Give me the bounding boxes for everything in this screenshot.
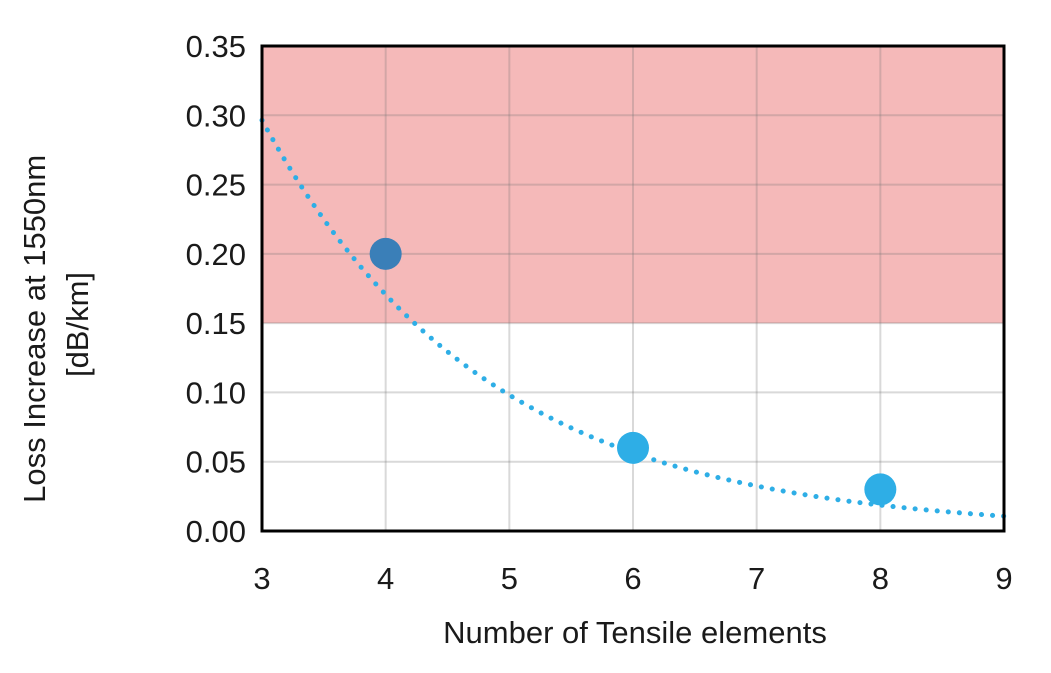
threshold-shaded-region — [262, 46, 1004, 324]
y-axis-title-line-2: [dB/km] — [60, 272, 95, 377]
data-point-1 — [369, 237, 402, 270]
y-tick-label: 0.00 — [186, 514, 246, 549]
x-tick-label: 5 — [501, 561, 518, 596]
x-tick-label: 4 — [377, 561, 394, 596]
data-point-3 — [864, 473, 897, 506]
y-axis-title-line-1: Loss Increase at 1550nm — [17, 155, 52, 503]
y-tick-label: 0.30 — [186, 98, 246, 133]
y-tick-label: 0.25 — [186, 168, 246, 203]
y-tick-label: 0.15 — [186, 306, 246, 341]
y-tick-label: 0.10 — [186, 375, 246, 410]
x-tick-label: 3 — [253, 561, 270, 596]
x-tick-label: 6 — [624, 561, 641, 596]
x-tick-label: 8 — [872, 561, 889, 596]
x-axis-title: Number of Tensile elements — [443, 615, 827, 650]
x-tick-label: 7 — [748, 561, 765, 596]
y-axis-title: Loss Increase at 1550nm [dB/km] — [17, 146, 95, 503]
y-tick-label: 0.05 — [186, 445, 246, 480]
y-tick-label: 0.35 — [186, 29, 246, 64]
plot-frame — [260, 44, 1006, 533]
data-point-2 — [617, 431, 649, 464]
y-tick-label: 0.20 — [186, 237, 246, 272]
x-tick-label: 9 — [995, 561, 1012, 596]
